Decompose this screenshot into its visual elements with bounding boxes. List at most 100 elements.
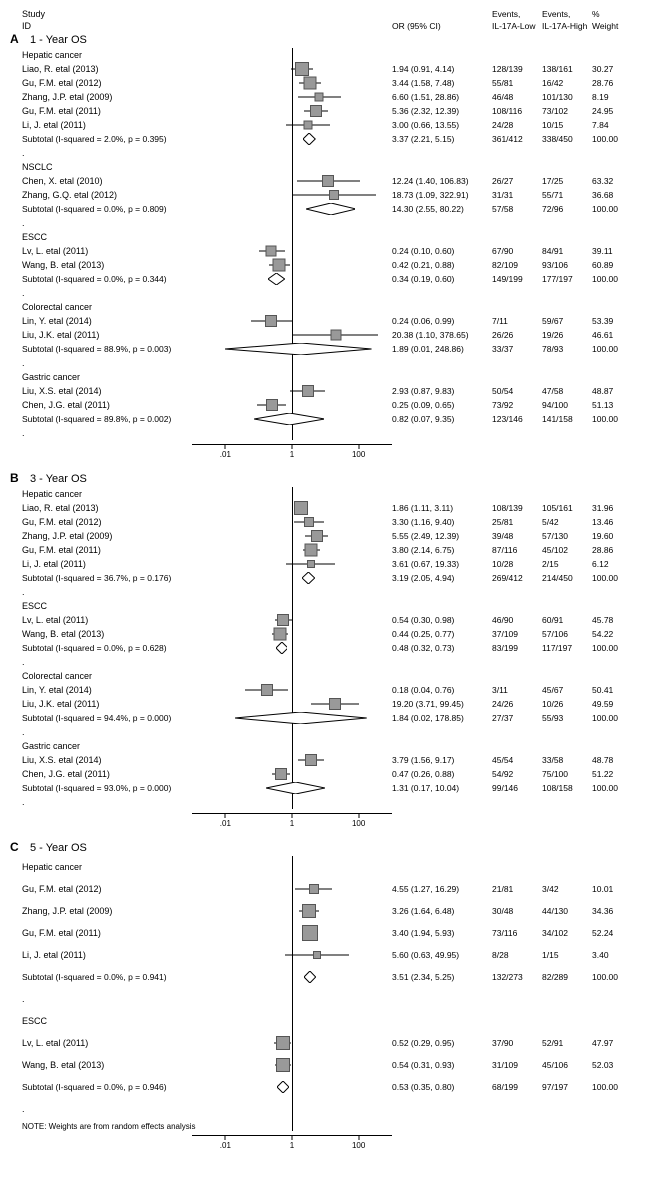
panel-label: C xyxy=(10,840,19,854)
panel-title: 5 - Year OS xyxy=(8,840,650,856)
ci-text: 19.20 (3.71, 99.45) xyxy=(392,699,492,709)
point-marker xyxy=(309,884,319,894)
x-axis: .011100 xyxy=(192,813,392,834)
point-marker xyxy=(265,315,277,327)
study-label: Lin, Y. etal (2014) xyxy=(8,316,192,326)
xtick-label: 1 xyxy=(290,819,294,828)
events-high: 16/42 xyxy=(542,78,592,88)
weight: 31.96 xyxy=(592,503,637,513)
weight: 45.78 xyxy=(592,615,637,625)
ci-text: 5.55 (2.49, 12.39) xyxy=(392,531,492,541)
subtotal-row: Subtotal (I-squared = 89.8%, p = 0.002)0… xyxy=(8,412,650,426)
ci-text: 0.82 (0.07, 9.35) xyxy=(392,414,492,424)
ci-text: 5.36 (2.32, 12.39) xyxy=(392,106,492,116)
weight: 28.76 xyxy=(592,78,637,88)
study-label: Li, J. etal (2011) xyxy=(8,120,192,130)
events-low: 31/31 xyxy=(492,190,542,200)
events-high: 73/102 xyxy=(542,106,592,116)
events-low: 31/109 xyxy=(492,1060,542,1070)
events-low: 108/116 xyxy=(492,106,542,116)
hdr-wt: % xyxy=(592,9,637,19)
weight: 51.22 xyxy=(592,769,637,779)
study-row: Liao, R. etal (2013)1.86 (1.11, 3.11)108… xyxy=(8,501,650,515)
events-high: 45/102 xyxy=(542,545,592,555)
study-label: Gu, F.M. etal (2012) xyxy=(8,78,192,88)
study-label: Li, J. etal (2011) xyxy=(8,559,192,569)
point-marker xyxy=(305,754,317,766)
study-label: Lin, Y. etal (2014) xyxy=(8,685,192,695)
subtotal-row: Subtotal (I-squared = 93.0%, p = 0.000)1… xyxy=(8,781,650,795)
ci-text: 0.18 (0.04, 0.76) xyxy=(392,685,492,695)
events-high: 44/130 xyxy=(542,906,592,916)
diamond-icon xyxy=(306,203,356,215)
panel-title: 3 - Year OS xyxy=(8,471,650,487)
events-high: 2/15 xyxy=(542,559,592,569)
ci-text: 3.51 (2.34, 5.25) xyxy=(392,972,492,982)
events-low: 37/109 xyxy=(492,629,542,639)
study-label: Wang, B. etal (2013) xyxy=(8,260,192,270)
events-high: 55/71 xyxy=(542,190,592,200)
panel-label: A xyxy=(10,32,19,46)
point-marker xyxy=(307,560,315,568)
events-low: 46/48 xyxy=(492,92,542,102)
hdr-low: Events, xyxy=(492,9,542,19)
study-label: Gu, F.M. etal (2011) xyxy=(8,545,192,555)
events-high: 57/130 xyxy=(542,531,592,541)
xtick-label: .01 xyxy=(220,450,231,459)
study-label: Chen, J.G. etal (2011) xyxy=(8,769,192,779)
events-low: 7/11 xyxy=(492,316,542,326)
study-label: Gu, F.M. etal (2012) xyxy=(8,517,192,527)
events-low: 39/48 xyxy=(492,531,542,541)
xtick-label: 100 xyxy=(352,450,365,459)
subtotal-label: Subtotal (I-squared = 2.0%, p = 0.395) xyxy=(8,134,192,144)
study-row: Chen, J.G. etal (2011)0.47 (0.26, 0.88)5… xyxy=(8,767,650,781)
events-low: 128/139 xyxy=(492,64,542,74)
study-label: Chen, X. etal (2010) xyxy=(8,176,192,186)
weight: 52.24 xyxy=(592,928,637,938)
subtotal-label: Subtotal (I-squared = 94.4%, p = 0.000) xyxy=(8,713,192,723)
ci-text: 1.94 (0.91, 4.14) xyxy=(392,64,492,74)
hdr-id: ID xyxy=(8,21,192,31)
point-marker xyxy=(294,501,308,515)
study-row: Gu, F.M. etal (2011) 5.36 (2.32, 12.39)10… xyxy=(8,104,650,118)
subtotal-row: Subtotal (I-squared = 0.0%, p = 0.809)14… xyxy=(8,202,650,216)
events-low: 8/28 xyxy=(492,950,542,960)
study-row: Gu, F.M. etal (2011)3.80 (2.14, 6.75)87/… xyxy=(8,543,650,557)
events-low: 45/54 xyxy=(492,755,542,765)
study-label: Liao, R. etal (2013) xyxy=(8,503,192,513)
events-low: 67/90 xyxy=(492,246,542,256)
study-row: Zhang, J.P. etal (2009)6.60 (1.51, 28.86… xyxy=(8,90,650,104)
diamond-icon xyxy=(304,971,316,983)
ci-text: 0.42 (0.21, 0.88) xyxy=(392,260,492,270)
ci-text: 2.93 (0.87, 9.83) xyxy=(392,386,492,396)
point-marker xyxy=(302,925,318,941)
study-row: Lv, L. etal (2011)0.54 (0.30, 0.98)46/90… xyxy=(8,613,650,627)
weight: 48.87 xyxy=(592,386,637,396)
events-high: 93/106 xyxy=(542,260,592,270)
xtick-label: 1 xyxy=(290,1141,294,1150)
point-marker xyxy=(266,246,277,257)
study-label: Gu, F.M. etal (2011) xyxy=(8,106,192,116)
study-label: Zhang, J.P. etal (2009) xyxy=(8,531,192,541)
events-low: 73/92 xyxy=(492,400,542,410)
ci-text: 3.79 (1.56, 9.17) xyxy=(392,755,492,765)
point-marker xyxy=(276,1058,290,1072)
events-low: 26/27 xyxy=(492,176,542,186)
ci-text: 20.38 (1.10, 378.65) xyxy=(392,330,492,340)
study-row: Chen, J.G. etal (2011)0.25 (0.09, 0.65)7… xyxy=(8,398,650,412)
point-marker xyxy=(266,399,278,411)
subtotal-row: Subtotal (I-squared = 0.0%, p = 0.628)0.… xyxy=(8,641,650,655)
xtick-label: 100 xyxy=(352,1141,365,1150)
weight: 24.95 xyxy=(592,106,637,116)
point-marker xyxy=(274,628,287,641)
weight: 47.97 xyxy=(592,1038,637,1048)
ci-text: 3.44 (1.58, 7.48) xyxy=(392,78,492,88)
study-row: Liao, R. etal (2013)1.94 (0.91, 4.14)128… xyxy=(8,62,650,76)
events-low: 24/26 xyxy=(492,699,542,709)
study-row: Gu, F.M. etal (2011)3.40 (1.94, 5.93)73/… xyxy=(8,922,650,944)
subtotal-row: Subtotal (I-squared = 94.4%, p = 0.000)1… xyxy=(8,711,650,725)
ci-text: 3.00 (0.66, 13.55) xyxy=(392,120,492,130)
group-title: Hepatic cancer xyxy=(8,487,650,501)
ci-text: 3.30 (1.16, 9.40) xyxy=(392,517,492,527)
study-row: Wang, B. etal (2013)0.42 (0.21, 0.88)82/… xyxy=(8,258,650,272)
